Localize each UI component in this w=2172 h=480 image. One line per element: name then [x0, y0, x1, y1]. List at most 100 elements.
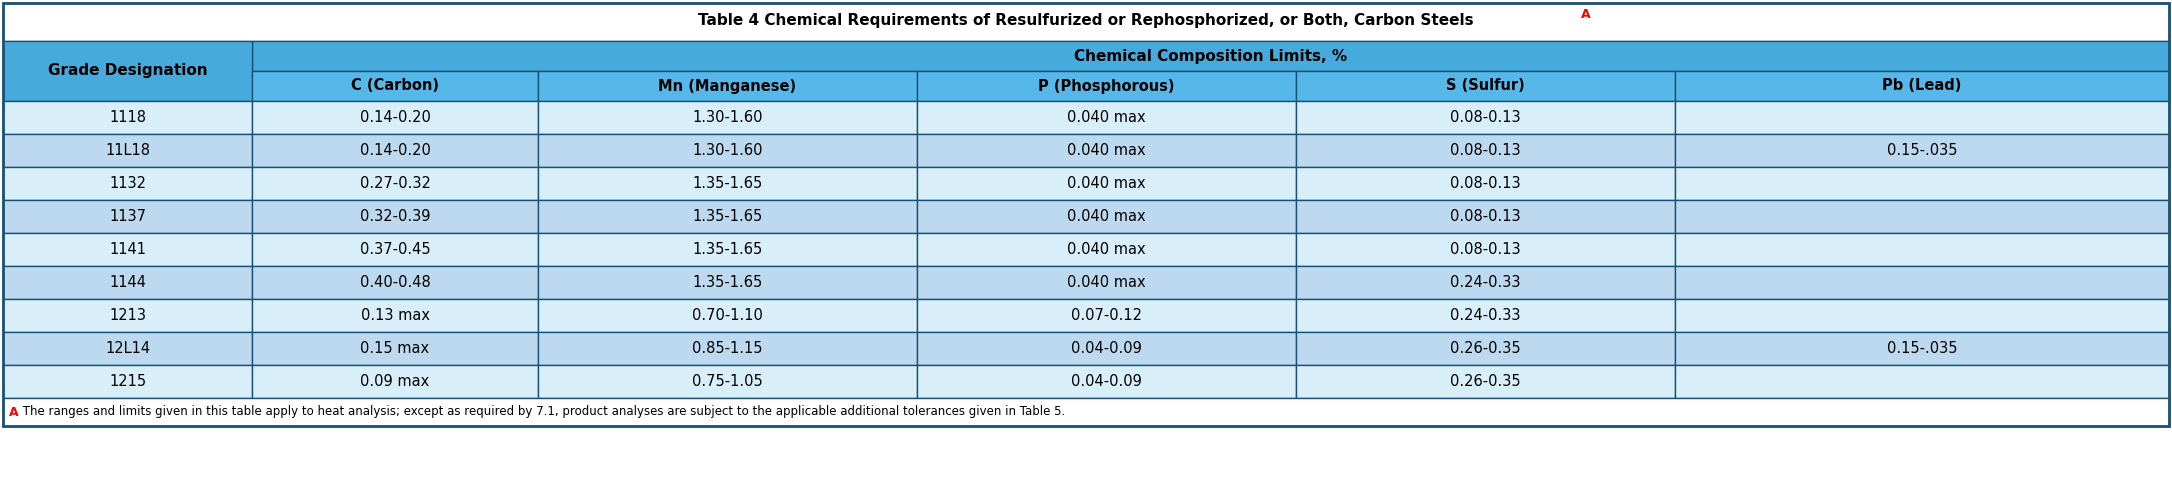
- Bar: [539, 299, 917, 332]
- Text: 12L14: 12L14: [104, 341, 150, 356]
- Text: S (Sulfur): S (Sulfur): [1447, 79, 1525, 94]
- Bar: [1675, 200, 2170, 233]
- Text: 0.040 max: 0.040 max: [1066, 275, 1147, 290]
- Text: 0.24-0.33: 0.24-0.33: [1451, 308, 1520, 323]
- Bar: [539, 134, 917, 167]
- Bar: [917, 332, 1297, 365]
- Bar: [1675, 101, 2170, 134]
- Text: 0.08-0.13: 0.08-0.13: [1451, 209, 1520, 224]
- Bar: [539, 167, 917, 200]
- Text: P (Phosphorous): P (Phosphorous): [1038, 79, 1175, 94]
- Bar: [539, 200, 917, 233]
- Bar: [539, 71, 917, 101]
- Bar: [252, 299, 539, 332]
- Bar: [539, 101, 917, 134]
- Text: A: A: [1581, 8, 1590, 21]
- Bar: [2, 398, 2170, 426]
- Bar: [2, 365, 252, 398]
- Bar: [539, 233, 917, 266]
- Text: 0.40-0.48: 0.40-0.48: [361, 275, 430, 290]
- Bar: [1297, 365, 1675, 398]
- Text: 0.08-0.13: 0.08-0.13: [1451, 110, 1520, 125]
- Bar: [1675, 266, 2170, 299]
- Text: 0.27-0.32: 0.27-0.32: [361, 176, 430, 191]
- Bar: [1297, 266, 1675, 299]
- Bar: [917, 266, 1297, 299]
- Text: C (Carbon): C (Carbon): [352, 79, 439, 94]
- Text: 1213: 1213: [109, 308, 146, 323]
- Bar: [539, 266, 917, 299]
- Text: 1.35-1.65: 1.35-1.65: [693, 275, 762, 290]
- Text: 1.35-1.65: 1.35-1.65: [693, 176, 762, 191]
- Text: Table 4 Chemical Requirements of Resulfurized or Rephosphorized, or Both, Carbon: Table 4 Chemical Requirements of Resulfu…: [697, 13, 1475, 28]
- Bar: [917, 71, 1297, 101]
- Bar: [1297, 299, 1675, 332]
- Text: Pb (Lead): Pb (Lead): [1883, 79, 1961, 94]
- Text: A: A: [9, 406, 20, 419]
- Text: 1141: 1141: [109, 242, 146, 257]
- Bar: [2, 3, 2170, 41]
- Bar: [1297, 101, 1675, 134]
- Bar: [917, 167, 1297, 200]
- Text: 0.26-0.35: 0.26-0.35: [1451, 341, 1520, 356]
- Text: 0.08-0.13: 0.08-0.13: [1451, 242, 1520, 257]
- Bar: [2, 200, 252, 233]
- Text: 0.14-0.20: 0.14-0.20: [361, 110, 430, 125]
- Text: 1132: 1132: [109, 176, 146, 191]
- Text: 0.26-0.35: 0.26-0.35: [1451, 374, 1520, 389]
- Bar: [2, 134, 252, 167]
- Bar: [917, 200, 1297, 233]
- Bar: [252, 365, 539, 398]
- Bar: [917, 365, 1297, 398]
- Text: 0.85-1.15: 0.85-1.15: [693, 341, 762, 356]
- Bar: [1675, 332, 2170, 365]
- Bar: [1297, 332, 1675, 365]
- Text: 0.15 max: 0.15 max: [361, 341, 430, 356]
- Text: 0.75-1.05: 0.75-1.05: [693, 374, 762, 389]
- Text: 0.15-.035: 0.15-.035: [1887, 341, 1957, 356]
- Bar: [252, 134, 539, 167]
- Text: 0.040 max: 0.040 max: [1066, 143, 1147, 158]
- Bar: [1675, 71, 2170, 101]
- Bar: [252, 41, 2170, 71]
- Text: 0.37-0.45: 0.37-0.45: [361, 242, 430, 257]
- Bar: [917, 134, 1297, 167]
- Bar: [917, 233, 1297, 266]
- Text: 1.35-1.65: 1.35-1.65: [693, 242, 762, 257]
- Bar: [539, 365, 917, 398]
- Text: 1144: 1144: [109, 275, 146, 290]
- Text: 1215: 1215: [109, 374, 146, 389]
- Bar: [1675, 134, 2170, 167]
- Bar: [539, 332, 917, 365]
- Text: 0.04-0.09: 0.04-0.09: [1071, 374, 1142, 389]
- Text: 0.24-0.33: 0.24-0.33: [1451, 275, 1520, 290]
- Text: 0.040 max: 0.040 max: [1066, 110, 1147, 125]
- Bar: [252, 101, 539, 134]
- Bar: [1675, 167, 2170, 200]
- Text: 1.35-1.65: 1.35-1.65: [693, 209, 762, 224]
- Text: Chemical Composition Limits, %: Chemical Composition Limits, %: [1073, 48, 1347, 63]
- Text: 0.09 max: 0.09 max: [361, 374, 430, 389]
- Bar: [1675, 365, 2170, 398]
- Bar: [1297, 233, 1675, 266]
- Bar: [2, 3, 2170, 426]
- Text: 1137: 1137: [109, 209, 146, 224]
- Bar: [1297, 71, 1675, 101]
- Text: 1118: 1118: [109, 110, 146, 125]
- Text: 0.15-.035: 0.15-.035: [1887, 143, 1957, 158]
- Bar: [2, 332, 252, 365]
- Bar: [2, 266, 252, 299]
- Text: 0.32-0.39: 0.32-0.39: [361, 209, 430, 224]
- Text: 0.07-0.12: 0.07-0.12: [1071, 308, 1142, 323]
- Text: 0.14-0.20: 0.14-0.20: [361, 143, 430, 158]
- Bar: [2, 233, 252, 266]
- Bar: [252, 71, 539, 101]
- Bar: [917, 299, 1297, 332]
- Bar: [1297, 200, 1675, 233]
- Bar: [252, 167, 539, 200]
- Text: 0.040 max: 0.040 max: [1066, 209, 1147, 224]
- Text: 0.040 max: 0.040 max: [1066, 242, 1147, 257]
- Bar: [252, 332, 539, 365]
- Text: 11L18: 11L18: [104, 143, 150, 158]
- Bar: [252, 233, 539, 266]
